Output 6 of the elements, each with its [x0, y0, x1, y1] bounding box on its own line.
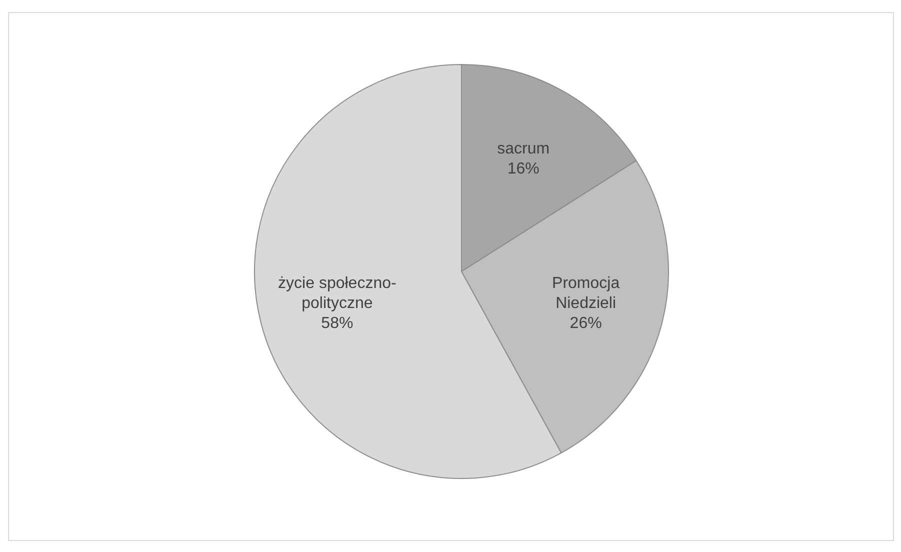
data-label: 16% [507, 160, 540, 178]
data-label: 58% [321, 314, 354, 332]
slice-label: sacrum [497, 140, 550, 158]
slice-label: życie społeczno-polityczne [278, 274, 396, 312]
data-label: 26% [570, 314, 602, 332]
slice-label: Promocja Niedzieli [552, 274, 620, 312]
